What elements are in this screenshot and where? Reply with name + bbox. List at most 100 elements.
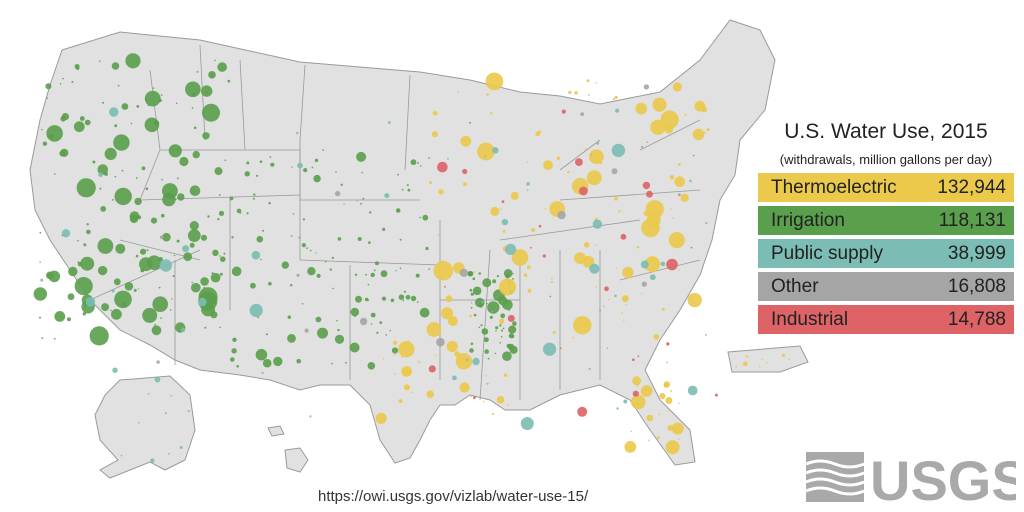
west-water-use-circle (97, 265, 108, 276)
plains-water-use-circle (303, 168, 308, 173)
midwest-water-use-circle (706, 128, 710, 132)
industrial-water-use-circle (666, 342, 670, 346)
gulf-water-use-circle (398, 341, 415, 358)
delta-water-use-circle (512, 321, 517, 326)
plains-water-use-circle (313, 174, 321, 183)
gulf-water-use-circle (455, 353, 473, 370)
plains-water-use-circle (332, 287, 334, 290)
scattered-water-use-circle (491, 310, 494, 313)
delta-water-use-circle (470, 292, 474, 296)
west-water-use-circle (207, 215, 210, 218)
plains-water-use-circle (290, 235, 293, 237)
alaska-water-use-circle (179, 446, 183, 449)
midwest-water-use-circle (670, 208, 672, 210)
urban-water-use-circle (61, 229, 71, 238)
plains-water-use-circle (250, 282, 256, 289)
source-url[interactable]: https://owi.usgs.gov/vizlab/water-use-15… (318, 488, 589, 505)
state-border (299, 259, 441, 266)
plains-water-use-circle (265, 333, 268, 336)
state-border (559, 189, 701, 201)
west-water-use-circle (67, 293, 75, 301)
alaska-water-use-circle (150, 458, 155, 463)
urban-water-use-circle (261, 371, 264, 374)
florida-water-use-circle (665, 440, 680, 455)
west-water-use-circle (176, 239, 180, 243)
legend-label: Irrigation (771, 209, 845, 231)
plains-water-use-circle (232, 272, 234, 275)
west-water-use-circle (84, 119, 91, 126)
west-water-use-circle (160, 317, 162, 320)
urban-water-use-circle (40, 278, 44, 282)
delta-water-use-circle (473, 313, 477, 317)
west-water-use-circle (102, 101, 105, 104)
scattered-water-use-circle (613, 98, 615, 100)
puerto-rico-water-use-circle (761, 358, 764, 361)
midwest-water-use-circle (567, 171, 570, 174)
west-water-use-circle (41, 337, 44, 339)
west-water-use-circle (211, 299, 214, 302)
gulf-water-use-circle (454, 351, 461, 357)
urban-water-use-circle (343, 203, 345, 206)
usgs-wave-mark (806, 452, 865, 502)
state-border (499, 219, 641, 241)
west-water-use-circle (47, 274, 50, 277)
delta-water-use-circle (508, 334, 511, 337)
west-water-use-circle (191, 107, 194, 109)
plains-water-use-circle (360, 202, 362, 205)
plains-water-use-circle (331, 362, 333, 365)
west-water-use-circle (114, 175, 117, 178)
urban-water-use-circle (309, 415, 312, 418)
west-water-use-circle (146, 255, 162, 270)
plains-water-use-circle (395, 208, 401, 213)
west-water-use-circle (135, 177, 138, 179)
west-water-use-circle (169, 309, 172, 311)
midwest-water-use-circle (595, 285, 597, 288)
scattered-water-use-circle (459, 268, 468, 277)
industrial-water-use-circle (646, 190, 653, 198)
delta-water-use-circle (508, 325, 517, 334)
plains-water-use-circle (229, 196, 234, 201)
urban-water-use-circle (314, 252, 317, 254)
plains-water-use-circle (315, 316, 322, 323)
alaska-water-use-circle (147, 393, 150, 395)
west-water-use-circle (114, 187, 132, 206)
plains-water-use-circle (403, 290, 406, 293)
alaska-water-use-circle (120, 454, 123, 457)
west-water-use-circle (82, 312, 87, 316)
midwest-water-use-circle (678, 269, 680, 271)
delta-water-use-circle (469, 348, 474, 353)
industrial-water-use-circle (632, 390, 639, 397)
plains-water-use-circle (345, 361, 347, 364)
midwest-water-use-circle (556, 156, 561, 161)
delta-water-use-circle (475, 297, 485, 308)
plains-water-use-circle (316, 273, 321, 278)
industrial-water-use-circle (462, 168, 468, 175)
west-water-use-circle (140, 268, 145, 273)
midwest-water-use-circle (526, 161, 529, 163)
puerto-rico-water-use-circle (735, 365, 738, 368)
midwest-water-use-circle (586, 170, 602, 186)
industrial-water-use-circle (428, 365, 436, 373)
midwest-water-use-circle (674, 114, 678, 119)
west-water-use-circle (142, 307, 158, 323)
delta-water-use-circle (499, 324, 502, 327)
west-water-use-circle (86, 229, 91, 235)
legend-value: 132,944 (937, 176, 1006, 198)
midwest-water-use-circle (433, 260, 454, 281)
west-water-use-circle (220, 256, 226, 263)
urban-water-use-circle (249, 303, 263, 317)
west-water-use-circle (104, 172, 108, 176)
west-water-use-circle (158, 286, 161, 289)
delta-water-use-circle (472, 286, 482, 296)
west-water-use-circle (187, 229, 201, 243)
delta-water-use-circle (481, 328, 489, 335)
delta-water-use-circle (505, 274, 510, 279)
urban-water-use-circle (623, 399, 628, 404)
gulf-water-use-circle (485, 374, 487, 377)
west-water-use-circle (41, 128, 43, 131)
plains-water-use-circle (425, 246, 429, 251)
west-water-use-circle (60, 116, 66, 122)
plains-water-use-circle (302, 218, 305, 221)
plains-water-use-circle (370, 323, 373, 325)
west-water-use-circle (145, 98, 148, 101)
